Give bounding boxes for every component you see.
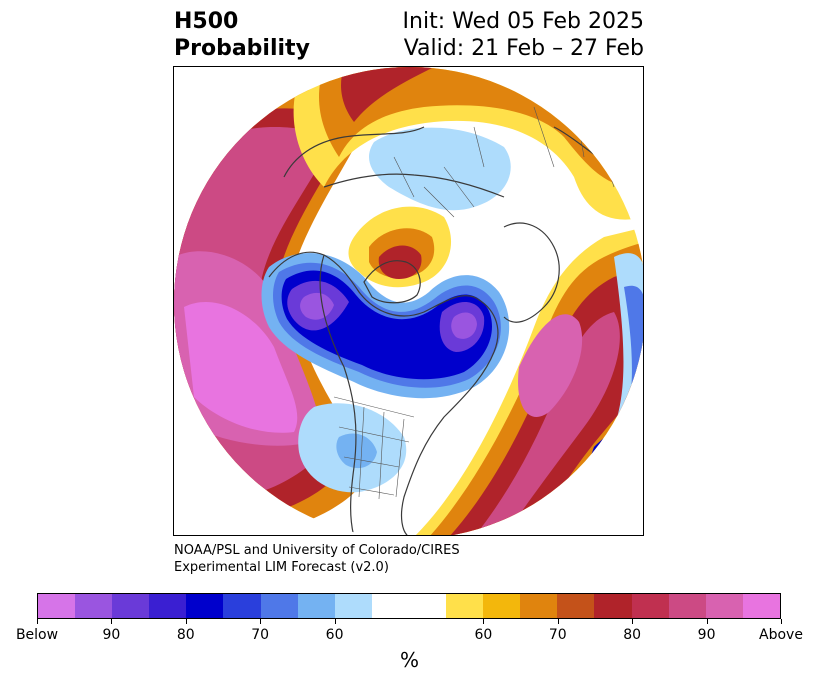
negative-anomaly-canada (261, 253, 510, 399)
colorbar-tick-label: 80 (156, 619, 216, 643)
colorbar-units: % (399, 648, 419, 672)
colorbar-swatch (705, 594, 743, 618)
colorbar-tick-label: 90 (81, 619, 141, 643)
colorbar-swatch (149, 594, 187, 618)
forecast-dates: Init: Wed 05 Feb 2025 Valid: 21 Feb – 27… (403, 8, 644, 62)
init-date: Init: Wed 05 Feb 2025 (402, 9, 644, 34)
credit-line-1: NOAA/PSL and University of Colorado/CIRE… (174, 543, 460, 558)
colorbar-swatch (408, 594, 447, 618)
positive-anomaly-greenland (348, 206, 452, 288)
colorbar-tick-label: 60 (453, 619, 513, 643)
colorbar-swatch (371, 594, 409, 618)
negative-anomaly-arctic (369, 127, 511, 211)
colorbar-swatch (557, 594, 595, 618)
colorbar-tick-label: Above (751, 619, 811, 643)
colorbar-swatch (334, 594, 372, 618)
chart-title: H500 Probability (174, 8, 310, 62)
colorbar-swatch (297, 594, 335, 618)
colorbar-tick-label: 90 (677, 619, 737, 643)
title-line-1: H500 (174, 9, 239, 34)
colorbar-swatch (594, 594, 632, 618)
colorbar-swatch (38, 594, 76, 618)
colorbar-swatch (483, 594, 521, 618)
colorbar-tick-label: 70 (230, 619, 290, 643)
colorbar-swatch (520, 594, 558, 618)
colorbar-swatch (742, 594, 780, 618)
colorbar (37, 593, 781, 619)
country-borders (333, 96, 615, 500)
map-svg (174, 67, 643, 535)
colorbar-tick-label: 80 (602, 619, 662, 643)
credit-line-2: Experimental LIM Forecast (v2.0) (174, 560, 389, 575)
title-line-2: Probability (174, 36, 310, 61)
probability-map (173, 66, 644, 536)
valid-date: Valid: 21 Feb – 27 Feb (403, 36, 644, 61)
colorbar-swatch (223, 594, 261, 618)
credit-text: NOAA/PSL and University of Colorado/CIRE… (174, 542, 460, 576)
colorbar-swatch (75, 594, 113, 618)
colorbar-ticks: Below 90 80 70 60 60 70 80 90 Above (16, 619, 803, 649)
colorbar-swatch (112, 594, 150, 618)
colorbar-swatch (186, 594, 224, 618)
colorbar-swatch (260, 594, 298, 618)
colorbar-swatch (668, 594, 706, 618)
colorbar-tick-label: 60 (305, 619, 365, 643)
colorbar-tick-label: Below (7, 619, 67, 643)
colorbar-swatch (446, 594, 484, 618)
colorbar-swatch (631, 594, 669, 618)
colorbar-tick-label: 70 (528, 619, 588, 643)
